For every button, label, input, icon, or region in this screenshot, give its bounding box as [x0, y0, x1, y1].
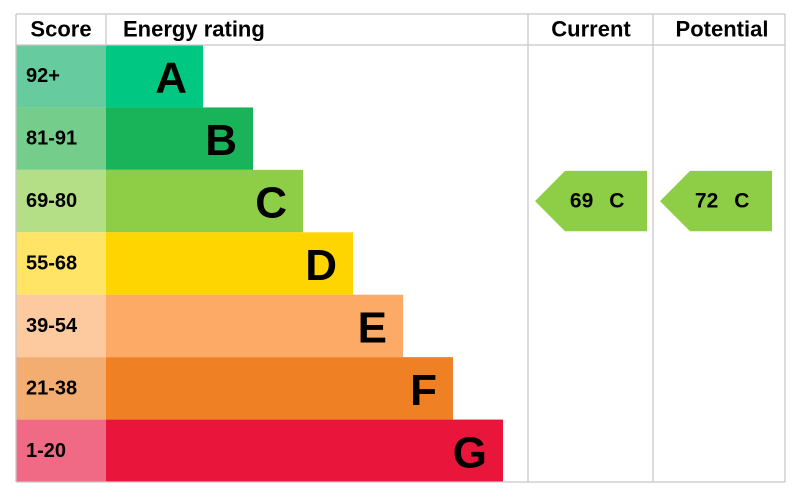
score-cell	[16, 294, 106, 358]
score-cell	[16, 45, 106, 108]
rating-bar	[106, 232, 353, 295]
rating-bar	[106, 419, 503, 482]
score-range: 39-54	[26, 315, 78, 337]
score-range: 1-20	[26, 440, 66, 462]
rating-bar	[106, 357, 453, 420]
score-cell	[16, 169, 106, 233]
rating-bar	[106, 169, 303, 233]
score-range: 21-38	[26, 377, 77, 399]
potential-letter: C	[734, 190, 749, 213]
current-value: 69	[570, 190, 593, 213]
rating-letter: F	[410, 366, 437, 415]
rating-letter: E	[358, 303, 387, 352]
header-score: Score	[30, 17, 91, 42]
current-arrow	[535, 170, 647, 232]
score-range: 92+	[26, 65, 60, 87]
rating-letter: D	[305, 241, 337, 290]
potential-arrow	[660, 170, 772, 232]
rating-letter: C	[255, 179, 287, 228]
current-letter: C	[609, 190, 624, 213]
score-cell	[16, 107, 106, 170]
rating-letter: A	[155, 54, 187, 103]
rating-bar	[106, 45, 203, 108]
score-range: 81-91	[26, 128, 77, 150]
score-cell	[16, 232, 106, 295]
header-potential: Potential	[676, 17, 769, 42]
rating-bar	[106, 294, 403, 358]
potential-value: 72	[695, 190, 718, 213]
header-energy-rating: Energy rating	[123, 17, 265, 42]
score-range: 55-68	[26, 253, 77, 275]
header-current: Current	[551, 17, 631, 42]
score-cell	[16, 357, 106, 420]
rating-letter: B	[205, 116, 237, 165]
rating-bar	[106, 107, 253, 170]
score-cell	[16, 419, 106, 482]
score-range: 69-80	[26, 190, 77, 212]
rating-letter: G	[453, 428, 487, 477]
